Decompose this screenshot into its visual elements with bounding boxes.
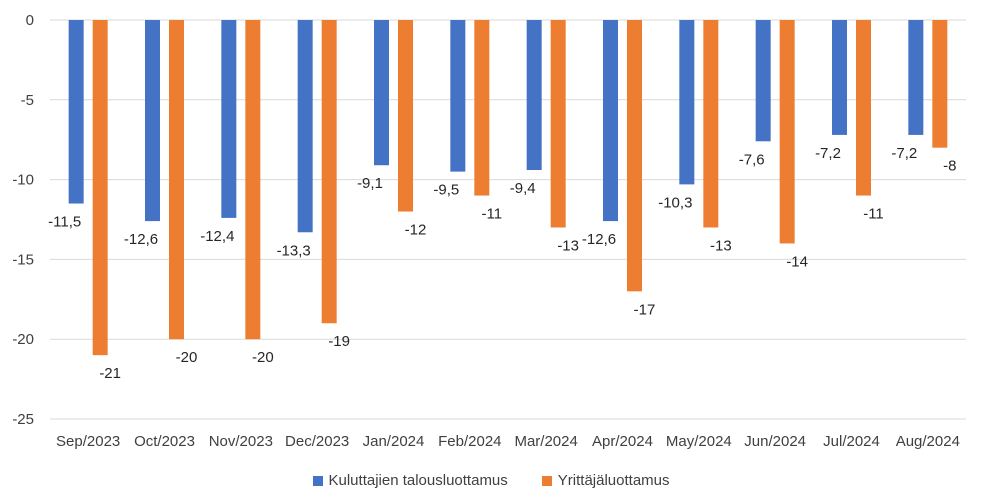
gridlines (50, 19, 966, 420)
data-label-series-2: -21 (99, 365, 121, 382)
x-tick-label: Mar/2024 (514, 433, 577, 450)
x-tick-label: Jul/2024 (823, 433, 880, 450)
legend-item-series-2: Yrittäjäluottamus (541, 472, 670, 489)
data-label-series-1: -10,3 (658, 194, 692, 211)
x-tick-label: Aug/2024 (896, 433, 960, 450)
bar-series-1 (908, 20, 924, 135)
y-tick-label: -15 (12, 251, 34, 268)
data-label-series-1: -12,4 (200, 228, 234, 245)
bar-series-2 (550, 20, 566, 228)
data-label-series-2: -19 (328, 333, 350, 350)
data-label-series-2: -17 (634, 301, 656, 318)
y-tick-label: -20 (12, 331, 34, 348)
data-label-series-2: -13 (557, 237, 579, 254)
bar-series-1 (374, 20, 389, 166)
bar-series-1 (755, 20, 771, 142)
data-label-series-2: -8 (943, 158, 956, 175)
bars (68, 20, 948, 356)
bar-chart: 0 -5 -10 -15 -20 -25 -11,5 -21 -12,6 -20 -12,4 -20… (12, 12, 966, 450)
bar-series-2 (321, 20, 337, 324)
bar-series-2 (779, 20, 795, 244)
data-label-series-2: -13 (710, 237, 732, 254)
bar-series-2 (474, 20, 490, 196)
data-label-series-2: -20 (252, 349, 274, 366)
bar-series-1 (297, 20, 313, 233)
bar-series-2 (169, 20, 184, 340)
data-labels: -11,5 -21 -12,6 -20 -12,4 -20 -13,3 -19 -9,1 -12 -… (48, 145, 956, 382)
x-tick-label: Jun/2024 (744, 433, 806, 450)
data-label-series-2: -11 (482, 206, 503, 223)
bar-series-1 (145, 20, 160, 222)
legend: Kuluttajien talousluottamus Yrittäjäluot… (0, 472, 982, 489)
bar-series-2 (627, 20, 642, 292)
bar-series-2 (932, 20, 948, 148)
data-label-series-1: -12,6 (582, 231, 616, 248)
data-label-series-2: -20 (176, 349, 198, 366)
legend-label-series-2: Yrittäjäluottamus (557, 472, 670, 489)
x-tick-label: May/2024 (666, 433, 732, 450)
x-tick-label: Feb/2024 (438, 433, 501, 450)
bar-series-1 (832, 20, 847, 135)
data-label-series-1: -7,2 (815, 145, 841, 162)
y-tick-label: -25 (12, 411, 34, 428)
legend-swatch-series-1 (312, 475, 323, 486)
data-label-series-1: -7,2 (891, 145, 917, 162)
data-label-series-1: -7,6 (739, 151, 765, 168)
bar-series-2 (92, 20, 108, 356)
x-tick-label: Jan/2024 (363, 433, 425, 450)
data-label-series-2: -14 (786, 253, 808, 270)
x-tick-label: Dec/2023 (285, 433, 349, 450)
data-label-series-1: -11,5 (48, 214, 81, 231)
bar-series-2 (245, 20, 261, 340)
bar-series-1 (526, 20, 542, 171)
y-tick-label: -10 (12, 172, 34, 189)
y-axis: 0 -5 -10 -15 -20 -25 (12, 12, 34, 428)
data-label-series-1: -12,6 (124, 231, 158, 248)
x-tick-label: Oct/2023 (134, 433, 195, 450)
legend-label-series-1: Kuluttajien talousluottamus (328, 472, 508, 489)
x-tick-label: Sep/2023 (56, 433, 120, 450)
x-axis: Sep/2023 Oct/2023 Nov/2023 Dec/2023 Jan/2024… (56, 433, 960, 450)
data-label-series-2: -11 (863, 206, 884, 223)
bar-series-1 (450, 20, 466, 172)
data-label-series-1: -13,3 (277, 242, 311, 259)
bar-series-1 (68, 20, 84, 204)
legend-swatch-series-2 (541, 475, 552, 486)
bar-series-2 (703, 20, 719, 228)
bar-series-1 (679, 20, 695, 185)
x-tick-label: Nov/2023 (209, 433, 273, 450)
data-label-series-1: -9,5 (433, 182, 459, 199)
bar-series-1 (603, 20, 618, 222)
bar-series-2 (398, 20, 413, 212)
bar-series-1 (221, 20, 237, 218)
x-tick-label: Apr/2024 (592, 433, 653, 450)
data-label-series-2: -12 (405, 222, 427, 239)
data-label-series-1: -9,1 (357, 175, 383, 192)
data-label-series-1: -9,4 (510, 180, 536, 197)
y-tick-label: -5 (21, 92, 34, 109)
y-tick-label: 0 (26, 12, 34, 29)
bar-series-2 (856, 20, 871, 196)
legend-item-series-1: Kuluttajien talousluottamus (312, 472, 508, 489)
